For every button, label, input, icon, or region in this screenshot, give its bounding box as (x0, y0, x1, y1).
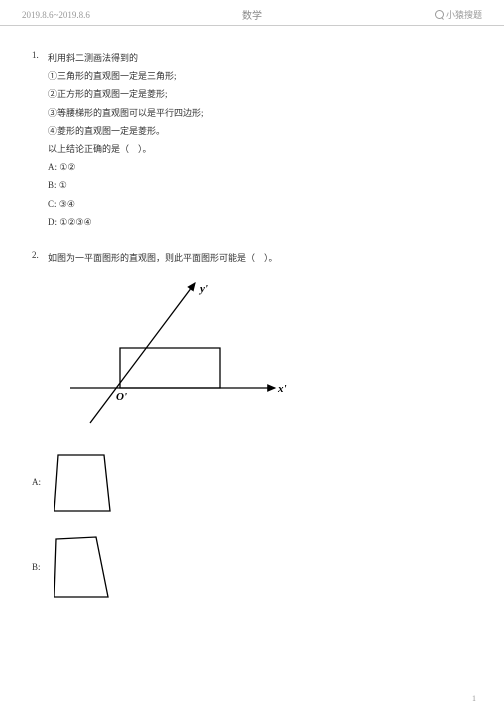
oblique-axes-svg: O' x' y' (60, 278, 290, 428)
trap-a-shape (54, 455, 110, 511)
q1-line1: ①三角形的直观图一定是三角形; (48, 68, 472, 84)
q1-opt-b: B: ① (48, 177, 472, 193)
q1-opt-c: C: ③④ (48, 196, 472, 212)
x-label: x' (277, 383, 287, 395)
main-diagram: O' x' y' (60, 278, 472, 431)
opt-b-label: B: (32, 562, 54, 572)
q1-body: 利用斜二测画法得到的 ①三角形的直观图一定是三角形; ②正方形的直观图一定是菱形… (48, 50, 472, 232)
q2-stem: 如图为一平面图形的直观图，则此平面图形可能是（ ）。 (48, 250, 472, 266)
q1-opt-a: A: ①② (48, 159, 472, 175)
q1-number: 1. (32, 50, 48, 232)
brand-text: 小猿搜题 (446, 8, 482, 21)
question-2: 2. 如图为一平面图形的直观图，则此平面图形可能是（ ）。 O' x' y' (32, 250, 472, 599)
q1-line2: ②正方形的直观图一定是菱形; (48, 86, 472, 102)
q2-body: 如图为一平面图形的直观图，则此平面图形可能是（ ）。 (48, 250, 472, 268)
question-1: 1. 利用斜二测画法得到的 ①三角形的直观图一定是三角形; ②正方形的直观图一定… (32, 50, 472, 232)
q1-line4: ④菱形的直观图一定是菱形。 (48, 123, 472, 139)
q1-line3: ③等腰梯形的直观图可以是平行四边形; (48, 105, 472, 121)
q1-line5: 以上结论正确的是（ ）。 (48, 141, 472, 157)
trapezoid-a (54, 451, 112, 513)
opt-a-label: A: (32, 477, 54, 487)
origin-label: O' (116, 391, 127, 403)
header-date: 2019.8.6~2019.8.6 (22, 10, 90, 20)
shape-quad (120, 348, 220, 388)
q2-number: 2. (32, 250, 48, 268)
q1-options: A: ①② B: ① C: ③④ D: ①②③④ (48, 159, 472, 230)
y-axis (90, 283, 195, 423)
option-b-row: B: (32, 535, 472, 599)
option-a-row: A: (32, 451, 472, 513)
page-header: 2019.8.6~2019.8.6 数学 小猿搜题 (0, 0, 504, 26)
search-icon (435, 10, 444, 19)
y-label: y' (198, 283, 208, 295)
trap-b-shape (54, 537, 108, 597)
header-subject: 数学 (242, 7, 262, 22)
q1-opt-d: D: ①②③④ (48, 214, 472, 230)
page-number: 1 (472, 694, 476, 703)
header-brand: 小猿搜题 (435, 8, 482, 21)
content-area: 1. 利用斜二测画法得到的 ①三角形的直观图一定是三角形; ②正方形的直观图一定… (0, 26, 504, 599)
q1-stem: 利用斜二测画法得到的 (48, 50, 472, 66)
trapezoid-b (54, 535, 110, 599)
